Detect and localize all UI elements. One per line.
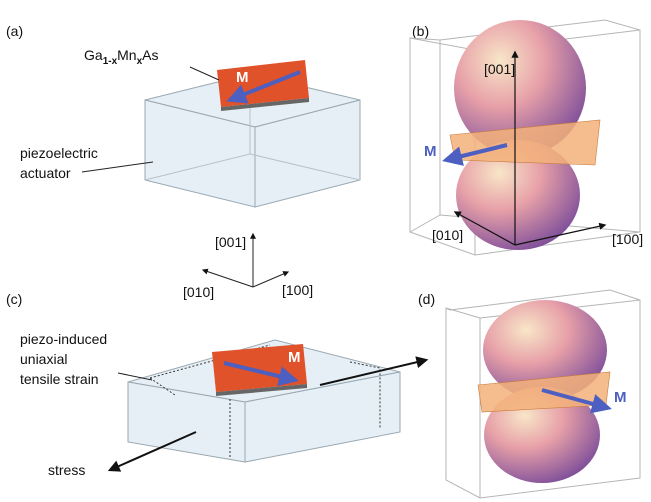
strain-label: tensile strain [20,371,99,387]
material-label: Ga1-xMnxAs [84,47,159,67]
text: As [142,47,158,63]
text: Mn [117,47,136,63]
panel-d: M [446,290,640,498]
figure: (a) (b) (c) (d) M Ga1-xMnxAs piezoelectr… [0,0,651,502]
actuator-label: actuator [20,165,71,181]
axes-key: [001] [010] [100] [183,234,313,300]
panel-c: M piezo-induced uniaxial tensile strain … [20,331,426,478]
axis-label: [001] [484,61,515,77]
strain-label: uniaxial [20,351,67,367]
m-label: M [288,349,301,366]
axis-label: [001] [215,234,246,250]
m-label: M [424,143,437,160]
subscript: 1-x [103,56,118,67]
panel-label: (c) [6,291,22,307]
axis-label: [100] [612,231,643,247]
pointer [190,67,219,80]
m-label: M [614,389,627,406]
panel-b: [001] [010] [100] M [410,20,643,255]
strain-label: piezo-induced [20,331,107,347]
panel-label: (a) [6,23,23,39]
m-label: M [236,69,249,86]
text: Ga [84,47,103,63]
stress-label: stress [48,462,85,478]
pointer [82,162,153,172]
panel-a: M Ga1-xMnxAs piezoelectric actuator [20,47,360,207]
actuator-label: piezoelectric [20,145,98,161]
axis-label: [010] [432,227,463,243]
axis-label: [010] [183,284,214,300]
panel-label: (d) [418,291,435,307]
axis-label: [100] [282,282,313,298]
panel-label: (b) [412,23,429,39]
